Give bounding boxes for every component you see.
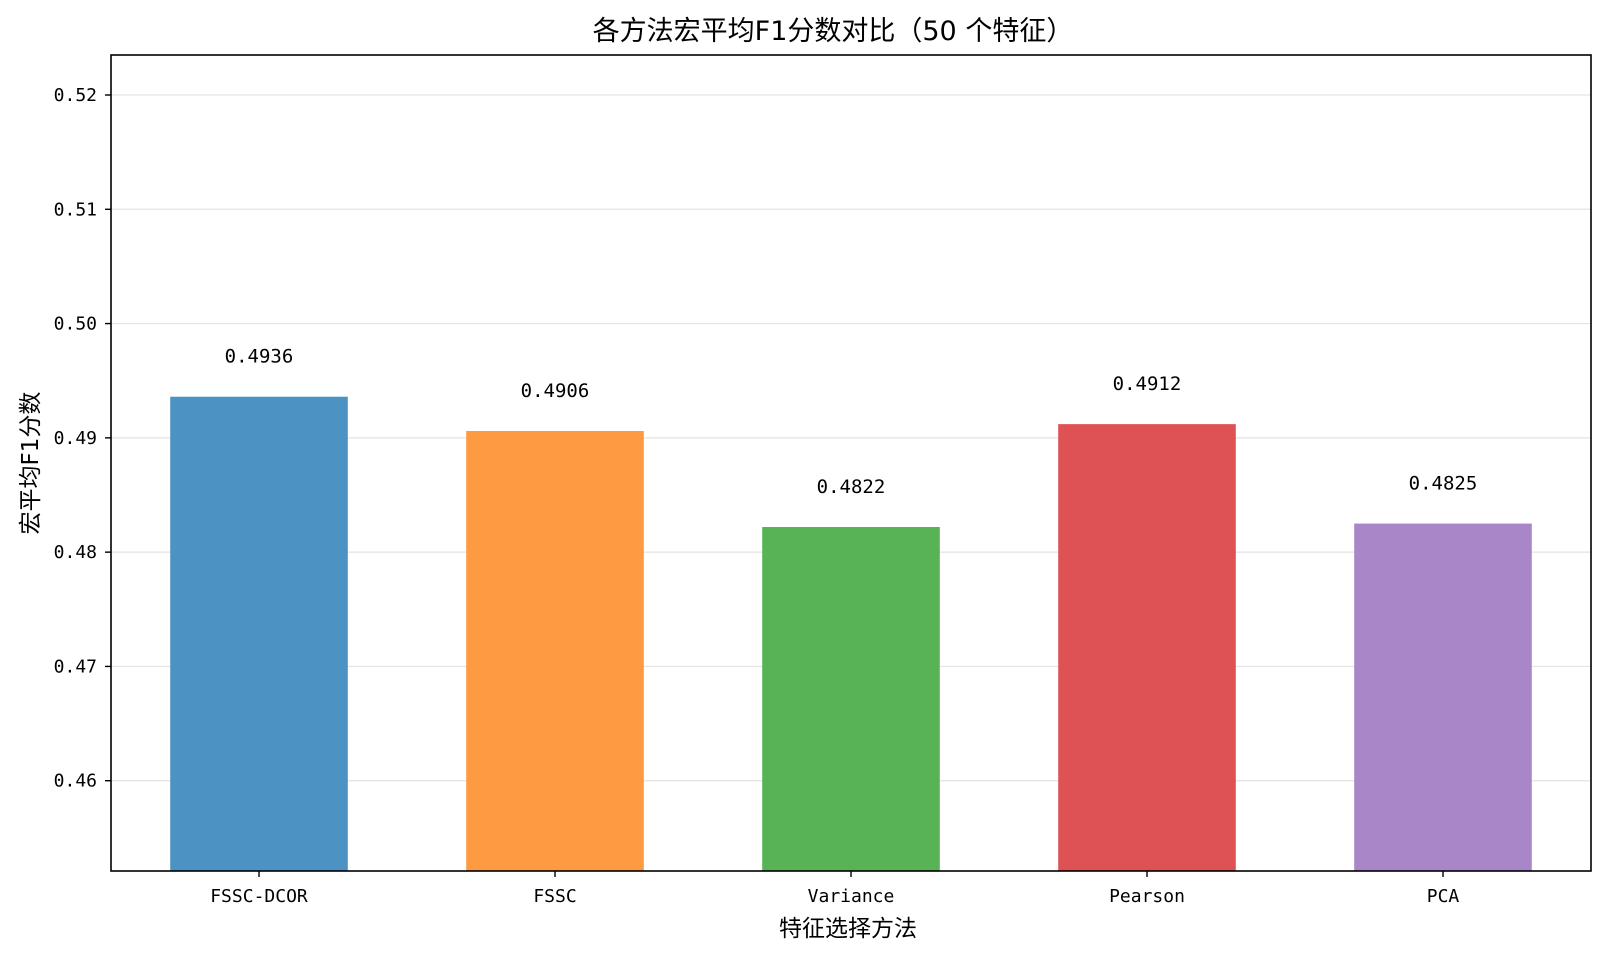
- y-tick-label: 0.49: [54, 428, 97, 449]
- bar-value-label: 0.4825: [1409, 473, 1478, 495]
- value-labels: 0.4936 0.4906 0.4822 0.4912 0.4825: [225, 346, 1478, 498]
- x-axis-ticks: FSSC-DCOR FSSC Variance Pearson PCA: [210, 871, 1459, 907]
- bar-value-label: 0.4936: [225, 346, 294, 368]
- bar-fssc-dcor: [170, 396, 348, 871]
- x-tick-label: FSSC-DCOR: [210, 886, 308, 907]
- bar-value-label: 0.4912: [1113, 373, 1182, 395]
- y-tick-label: 0.47: [54, 656, 97, 677]
- y-tick-label: 0.52: [54, 85, 97, 106]
- bars: [170, 396, 1532, 871]
- x-tick-label: FSSC: [533, 886, 576, 907]
- bar-value-label: 0.4822: [817, 476, 886, 498]
- x-tick-label: PCA: [1427, 886, 1460, 907]
- y-axis-ticks: 0.46 0.47 0.48 0.49 0.50 0.51 0.52: [54, 85, 111, 792]
- y-axis-label: 宏平均F1分数: [18, 392, 44, 535]
- bar-fssc: [466, 431, 644, 871]
- x-tick-label: Variance: [808, 886, 895, 907]
- bar-variance: [762, 527, 940, 871]
- x-axis-label: 特征选择方法: [779, 916, 917, 942]
- bar-pca: [1354, 523, 1532, 871]
- bar-value-label: 0.4906: [521, 380, 590, 402]
- y-tick-label: 0.46: [54, 771, 97, 792]
- chart-title: 各方法宏平均F1分数对比（50 个特征）: [593, 16, 1074, 47]
- bar-pearson: [1058, 424, 1236, 871]
- y-tick-label: 0.51: [54, 199, 97, 220]
- y-tick-label: 0.50: [54, 314, 97, 335]
- x-tick-label: Pearson: [1109, 886, 1185, 907]
- y-tick-label: 0.48: [54, 542, 97, 563]
